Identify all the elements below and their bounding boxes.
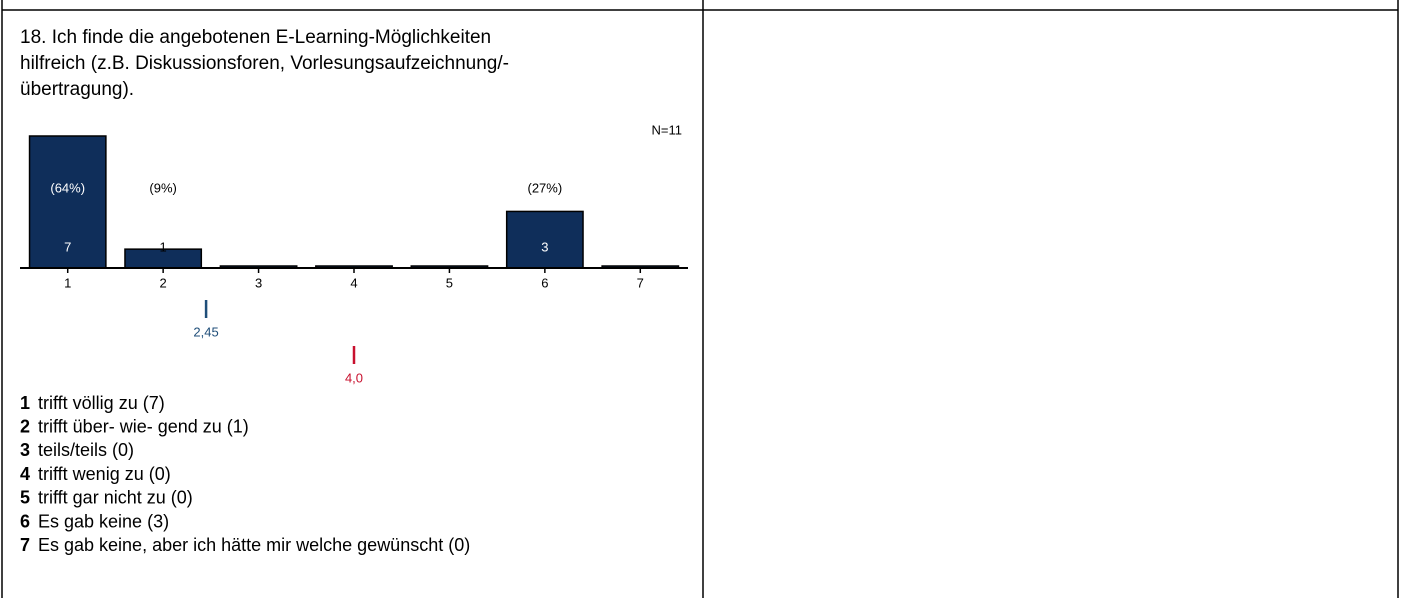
legend-number: 4 (20, 464, 30, 484)
value-label: 1 (160, 239, 167, 254)
x-tick-label: 2 (160, 275, 167, 290)
x-tick-label: 6 (541, 275, 548, 290)
x-tick-label: 3 (255, 275, 262, 290)
legend-number: 1 (20, 393, 30, 413)
x-tick-label: 4 (350, 275, 357, 290)
legend-label: trifft völlig zu (7) (38, 393, 165, 413)
bar (28, 135, 107, 269)
mean-label: 4,0 (345, 370, 363, 385)
mean-label: 2,45 (193, 324, 218, 339)
legend-number: 6 (20, 511, 30, 531)
bar (505, 210, 584, 269)
percent-label: (9%) (149, 180, 176, 195)
legend-label: trifft gar nicht zu (0) (38, 488, 193, 508)
legend-label: trifft wenig zu (0) (38, 464, 171, 484)
legend-label: Es gab keine (3) (38, 511, 169, 531)
value-label: 3 (541, 239, 548, 254)
legend-number: 7 (20, 535, 30, 555)
n-label: N=11 (652, 122, 682, 137)
legend-number: 3 (20, 440, 30, 460)
value-label: 7 (64, 239, 71, 254)
legend-number: 2 (20, 416, 30, 436)
x-tick-label: 5 (446, 275, 453, 290)
x-tick-label: 7 (637, 275, 644, 290)
chart-title: hilfreich (z.B. Diskussionsforen, Vorles… (20, 53, 509, 74)
legend-label: teils/teils (0) (38, 440, 134, 460)
legend-label: Es gab keine, aber ich hätte mir welche … (38, 535, 470, 555)
chart-title: übertragung). (20, 79, 134, 100)
legend-label: trifft über- wie- gend zu (1) (38, 416, 249, 436)
chart-title: 18. Ich finde die angebotenen E-Learning… (20, 27, 491, 48)
x-tick-label: 1 (64, 275, 71, 290)
percent-label: (27%) (528, 180, 563, 195)
legend-number: 5 (20, 488, 30, 508)
percent-label: (64%) (50, 180, 85, 195)
